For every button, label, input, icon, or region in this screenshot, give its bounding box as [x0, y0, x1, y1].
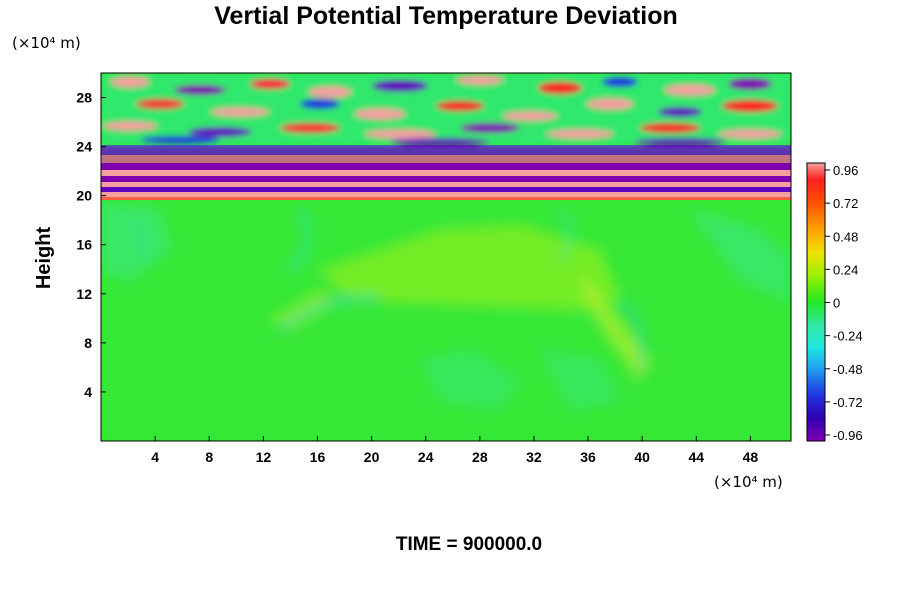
y-tick-label: 16 [76, 237, 92, 253]
x-tick-label: 20 [364, 449, 380, 465]
y-tick-label: 24 [76, 139, 92, 155]
colorbar-ticks: 0.96 0.72 0.48 0.24 0 -0.24 -0.48 -0.72 -0.96 [825, 163, 863, 443]
x-axis-ticks: 4 8 12 16 20 24 28 32 36 40 44 48 [151, 436, 758, 465]
colorbar-tick-label: 0.72 [833, 196, 858, 211]
plot-frame [100, 72, 792, 442]
colorbar-tick-label: 0 [833, 296, 840, 311]
y-tick-label: 4 [84, 384, 92, 400]
colorbar-tick-label: -0.48 [833, 362, 863, 377]
y-tick-label: 28 [76, 90, 92, 106]
colorbar-tick-label: -0.96 [833, 428, 863, 443]
x-tick-label: 28 [472, 449, 488, 465]
x-tick-label: 16 [310, 449, 326, 465]
lower-structures [101, 200, 791, 441]
y-unit-label: (×10⁴ m) [12, 34, 81, 52]
y-tick-label: 8 [84, 335, 92, 351]
colorbar [806, 162, 826, 442]
x-unit-label: (×10⁴ m) [714, 473, 783, 491]
time-footer: TIME = 900000.0 [396, 534, 542, 555]
colorbar-tick-label: 0.24 [833, 262, 858, 277]
colorbar-tick-label: -0.24 [833, 329, 863, 344]
colorbar-tick-label: -0.72 [833, 395, 863, 410]
x-tick-label: 8 [205, 449, 213, 465]
x-tick-label: 24 [418, 449, 434, 465]
y-tick-label: 12 [76, 286, 92, 302]
chart-title: Vertial Potential Temperature Deviation [214, 2, 678, 30]
y-axis-label: Height [33, 227, 55, 290]
x-tick-label: 12 [256, 449, 272, 465]
colorbar-tick-label: 0.48 [833, 229, 858, 244]
x-tick-label: 32 [526, 449, 542, 465]
x-tick-label: 44 [689, 449, 705, 465]
x-tick-label: 4 [151, 449, 159, 465]
x-tick-label: 48 [743, 449, 759, 465]
y-axis-ticks: 4 8 12 16 20 24 28 [76, 90, 106, 400]
x-tick-label: 40 [634, 449, 650, 465]
heatmap-field [101, 73, 791, 441]
band-stripes [101, 145, 791, 200]
y-tick-label: 20 [76, 188, 92, 204]
x-tick-label: 36 [580, 449, 596, 465]
colorbar-tick-label: 0.96 [833, 163, 858, 178]
upper-noise [101, 73, 791, 146]
